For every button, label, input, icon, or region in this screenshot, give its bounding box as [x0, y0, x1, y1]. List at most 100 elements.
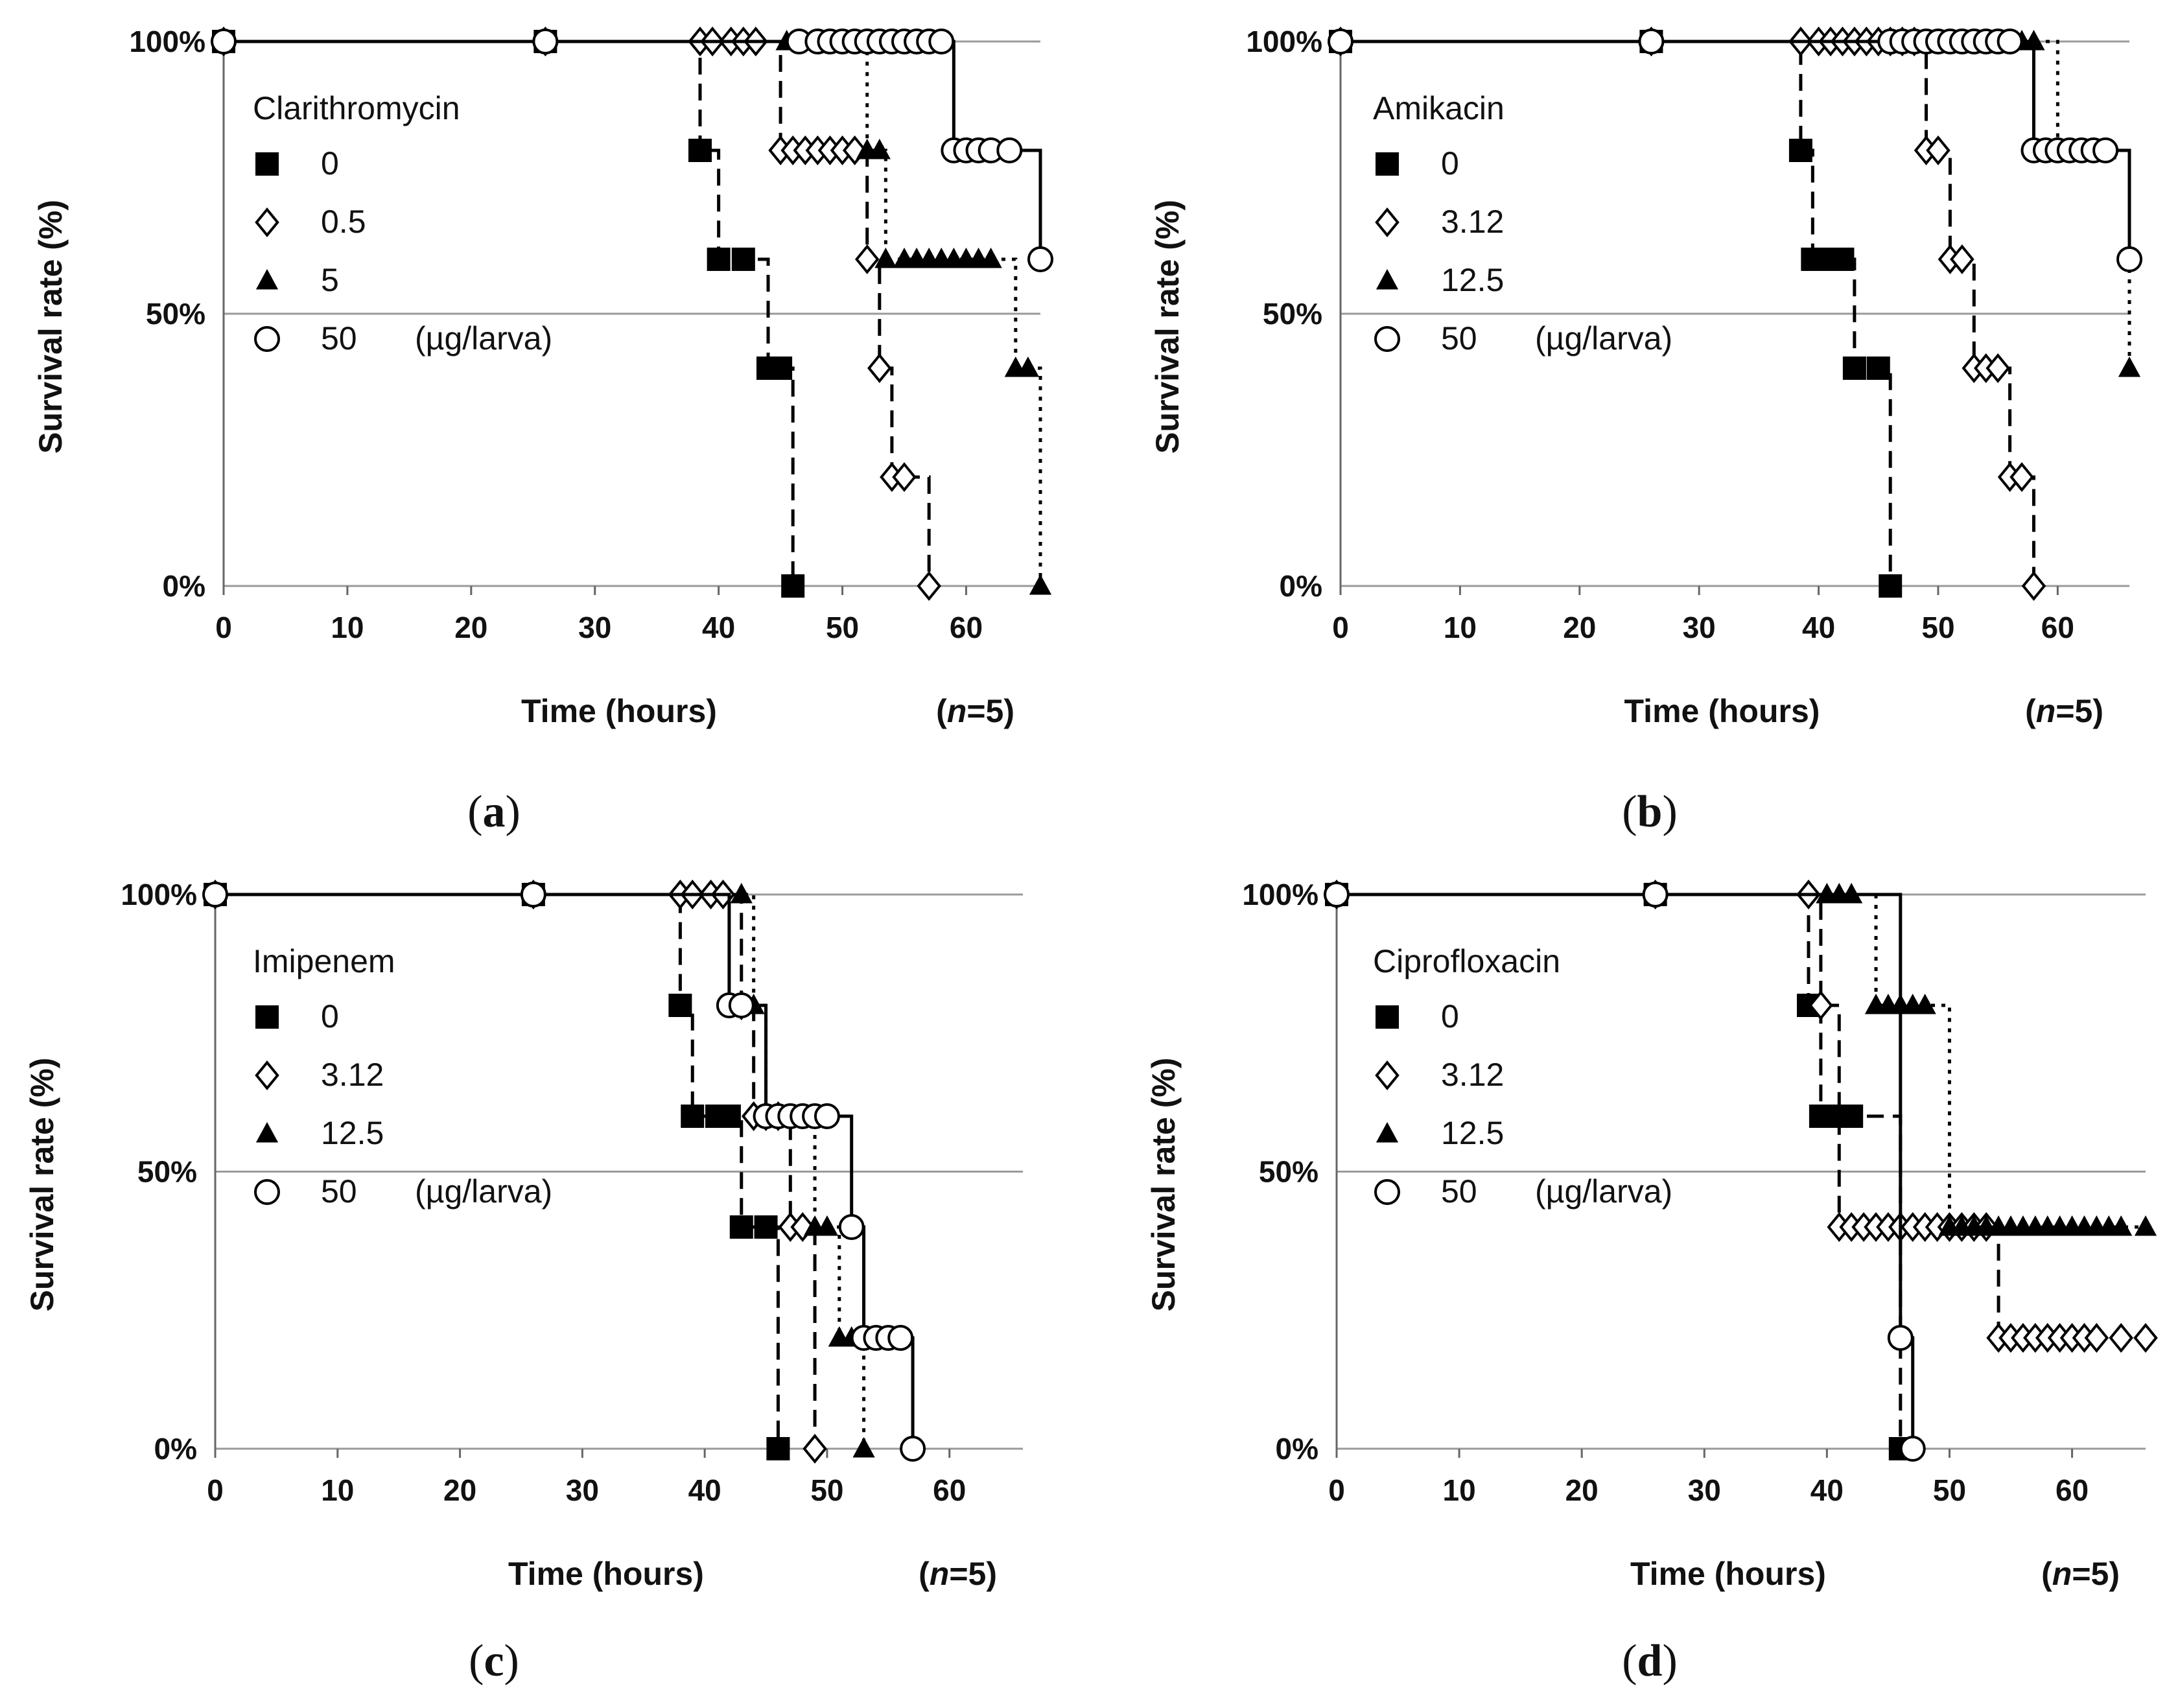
n-note: (n=5)	[2025, 693, 2103, 729]
legend-title: Ciprofloxacin	[1373, 943, 1560, 979]
x-tick-label: 40	[688, 1473, 721, 1507]
n-note-suffix: =5)	[2056, 693, 2103, 729]
data-point-circle	[996, 137, 1023, 163]
x-tick-label: 60	[2041, 611, 2074, 644]
data-point-triangle	[815, 1215, 839, 1236]
data-point-circle	[1027, 246, 1053, 272]
legend-label: 50	[1441, 320, 1477, 357]
data-point-square	[1842, 357, 1866, 380]
data-point-square	[754, 1215, 778, 1239]
legend-label: 12.5	[321, 1115, 384, 1151]
legend-label: 12.5	[1441, 1115, 1504, 1151]
x-tick-label: 40	[1810, 1473, 1844, 1507]
data-point-square	[729, 1215, 753, 1239]
data-point-diamond	[917, 571, 941, 601]
legend-title: Amikacin	[1373, 90, 1505, 126]
data-point-circle	[1887, 1325, 1914, 1351]
panel-label-open: (	[1622, 787, 1637, 837]
y-axis-title: Survival rate (%)	[1145, 1058, 1182, 1312]
data-point-triangle	[2134, 1215, 2157, 1236]
legend-marker-diamond	[1375, 1060, 1400, 1090]
n-note-suffix: =5)	[966, 693, 1014, 729]
data-point-square	[681, 1105, 705, 1128]
panel-label-open: (	[469, 1636, 484, 1686]
x-axis-title: Time (hours)	[1630, 1556, 1826, 1592]
panel-label-close: )	[1662, 1636, 1677, 1686]
x-tick-label: 10	[1443, 1473, 1476, 1507]
data-point-triangle	[979, 248, 1002, 268]
chart-panel-b: 0% 50% 100% 0 10 20 30 40 50 60 Time (hours) Surviv…	[1149, 25, 2142, 837]
x-tick-label: 10	[1444, 611, 1477, 644]
series-line-50	[1337, 893, 1915, 1449]
x-tick-label: 20	[443, 1473, 476, 1507]
panel-label-close: )	[506, 787, 521, 837]
x-tick-label: 30	[1683, 611, 1716, 644]
data-point-circle	[1638, 29, 1665, 54]
n-note-italic: n	[2052, 1556, 2072, 1592]
x-tick-label: 60	[933, 1473, 966, 1507]
data-point-diamond	[2109, 1323, 2133, 1353]
data-point-circle	[532, 29, 559, 54]
x-tick-label: 0	[1332, 611, 1349, 644]
data-point-circle	[928, 29, 955, 54]
y-axis-title: Survival rate (%)	[1149, 200, 1186, 454]
x-tick-label: 30	[566, 1473, 599, 1507]
n-note-italic: n	[2036, 693, 2056, 729]
panel-label: (c)	[469, 1636, 519, 1686]
legend-title: Clarithromycin	[253, 90, 460, 126]
data-point-circle	[887, 1325, 914, 1351]
n-note-prefix: (	[2025, 693, 2036, 729]
data-point-triangle	[868, 139, 891, 159]
x-tick-label: 60	[2056, 1473, 2089, 1507]
x-tick-label: 30	[578, 611, 611, 644]
x-tick-label: 10	[331, 611, 364, 644]
data-point-triangle	[874, 248, 897, 268]
legend-marker-triangle	[1376, 1122, 1399, 1143]
data-point-circle	[1642, 882, 1669, 907]
data-point-diamond	[1809, 990, 1833, 1020]
legend-marker-square	[1376, 152, 1399, 176]
data-point-circle	[2092, 137, 2119, 163]
data-point-square	[781, 574, 805, 598]
legend-unit: (µg/larva)	[415, 1173, 552, 1210]
data-point-square	[717, 1105, 741, 1128]
data-point-circle	[1899, 1436, 1926, 1462]
y-tick-label: 100%	[121, 878, 197, 911]
legend-marker-circle	[1374, 326, 1400, 352]
legend-unit: (µg/larva)	[1535, 320, 1672, 357]
data-point-diamond	[2133, 1323, 2158, 1353]
x-axis-title: Time (hours)	[521, 693, 717, 729]
data-point-triangle	[1016, 357, 1040, 377]
panel-label: (a)	[467, 787, 521, 837]
legend-marker-square	[1376, 1005, 1399, 1029]
n-note: (n=5)	[919, 1556, 997, 1592]
data-point-diamond	[790, 1212, 815, 1242]
legend-label: 0.5	[321, 204, 366, 240]
data-point-triangle	[1914, 994, 1936, 1014]
legend-label: 3.12	[321, 1057, 384, 1093]
x-tick-label: 40	[1802, 611, 1835, 644]
data-point-diamond	[2021, 571, 2046, 601]
data-point-triangle	[852, 1437, 875, 1458]
data-point-circle	[900, 1436, 926, 1462]
data-point-diamond	[1926, 135, 1950, 165]
panel-label-letter: a	[483, 787, 506, 837]
data-point-triangle	[730, 883, 753, 904]
legend-marker-square	[255, 152, 279, 176]
data-point-diamond	[892, 462, 917, 492]
legend-label: 3.12	[1441, 1057, 1504, 1093]
data-point-triangle	[2110, 1215, 2133, 1236]
data-point-circle	[838, 1214, 865, 1240]
panel-label-close: )	[1662, 787, 1677, 837]
data-point-circle	[2116, 246, 2142, 272]
legend-unit: (µg/larva)	[415, 320, 552, 357]
legend-label: 12.5	[1441, 262, 1504, 298]
data-point-circle	[728, 992, 755, 1018]
y-tick-label: 0%	[154, 1432, 197, 1466]
legend-label: 0	[321, 145, 339, 181]
data-point-circle	[202, 882, 228, 907]
data-point-square	[668, 994, 692, 1017]
legend-label: 3.12	[1441, 204, 1504, 240]
legend-marker-circle	[1374, 1179, 1400, 1205]
